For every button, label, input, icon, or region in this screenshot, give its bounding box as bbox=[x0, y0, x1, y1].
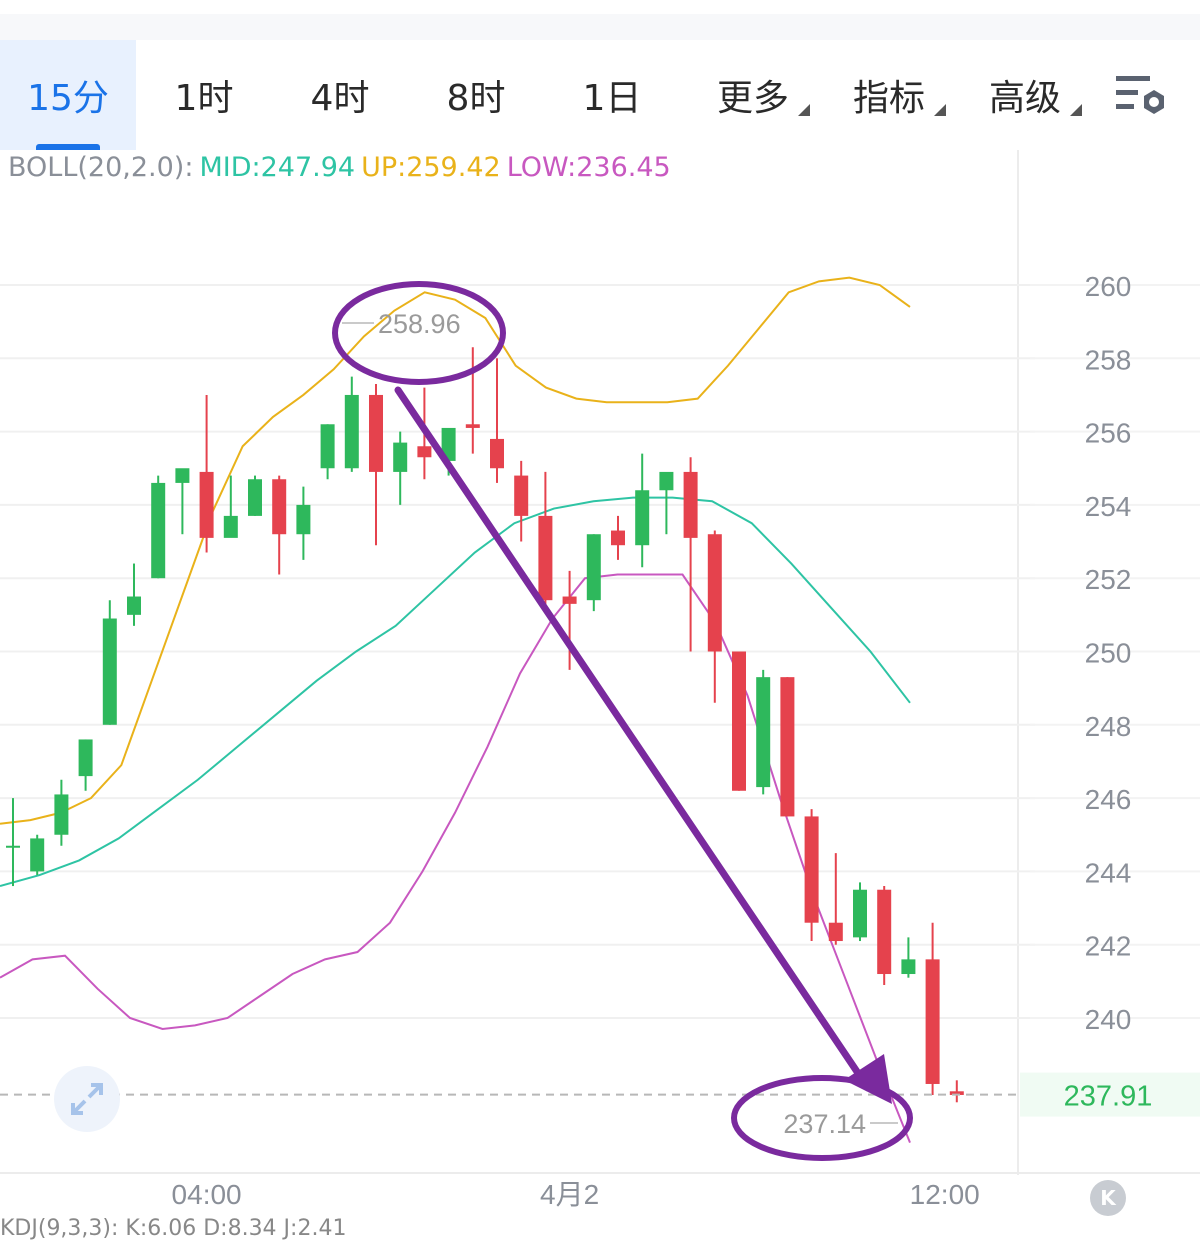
candle-body bbox=[586, 534, 601, 601]
candle-body bbox=[707, 534, 722, 652]
candle-body bbox=[490, 438, 504, 469]
candle-body bbox=[683, 471, 698, 538]
caret-down-icon bbox=[798, 104, 810, 116]
candle-body bbox=[732, 651, 746, 791]
upper-band-line bbox=[0, 276, 911, 825]
candle-body bbox=[393, 442, 408, 472]
caret-down-icon bbox=[1070, 104, 1082, 116]
candle-body bbox=[538, 515, 553, 601]
current-price-label: 237.91 bbox=[1064, 1081, 1153, 1113]
x-tick-label: 12:00 bbox=[910, 1179, 980, 1210]
candle-body bbox=[6, 845, 20, 848]
candle-body bbox=[78, 739, 93, 777]
y-tick-label: 250 bbox=[1085, 638, 1132, 669]
boll-low: LOW:236.45 bbox=[506, 152, 671, 183]
candle-body bbox=[272, 479, 287, 535]
tab-label: 1日 bbox=[582, 78, 642, 119]
candle-body bbox=[877, 889, 892, 975]
y-tick-label: 260 bbox=[1085, 271, 1132, 302]
tab-indicators[interactable]: 指标 bbox=[826, 40, 952, 150]
candle-body bbox=[659, 471, 674, 491]
top-strip bbox=[0, 14, 1200, 40]
boll-up: UP:259.42 bbox=[361, 152, 501, 183]
high-highlight-circle bbox=[332, 281, 506, 385]
candle-body bbox=[780, 677, 795, 817]
candle-body bbox=[54, 794, 69, 835]
y-tick-label: 248 bbox=[1085, 711, 1132, 742]
y-tick-label: 240 bbox=[1085, 1004, 1132, 1035]
tab-label: 1时 bbox=[174, 78, 234, 119]
status-bar bbox=[0, 0, 1200, 14]
candle-body bbox=[175, 468, 190, 483]
high-price-label: 258.96 bbox=[378, 309, 461, 339]
y-tick-label: 252 bbox=[1085, 564, 1132, 595]
candle-body bbox=[611, 530, 625, 546]
chart-settings-icon[interactable] bbox=[1112, 70, 1172, 122]
trend-arrow-line bbox=[394, 386, 872, 1092]
y-tick-label: 244 bbox=[1085, 857, 1132, 888]
tab-4h[interactable]: 4时 bbox=[272, 40, 408, 150]
candle-body bbox=[901, 959, 916, 975]
candle-body bbox=[853, 889, 867, 938]
y-tick-label: 254 bbox=[1085, 491, 1132, 522]
candle-body bbox=[514, 475, 529, 516]
candle-body bbox=[635, 490, 650, 546]
boll-mid: MID:247.94 bbox=[199, 152, 356, 183]
tab-advanced[interactable]: 高级 bbox=[962, 40, 1088, 150]
tab-1h[interactable]: 1时 bbox=[136, 40, 272, 150]
candle-body bbox=[756, 677, 771, 788]
candle-body bbox=[417, 446, 432, 458]
tab-1d[interactable]: 1日 bbox=[544, 40, 680, 150]
lower-band-line bbox=[0, 573, 911, 1143]
candle-body bbox=[949, 1091, 964, 1095]
boll-name: BOLL(20,2.0): bbox=[8, 152, 194, 183]
kdj-readout: KDJ(9,3,3): K:6.06 D:8.34 J:2.41 bbox=[0, 1216, 347, 1241]
tab-more[interactable]: 更多 bbox=[690, 40, 816, 150]
k-logo-icon[interactable]: K bbox=[1090, 1180, 1126, 1216]
y-tick-label: 242 bbox=[1085, 931, 1132, 962]
candle-body bbox=[369, 394, 383, 472]
low-price-label: 237.14 bbox=[783, 1109, 866, 1139]
candle-body bbox=[151, 482, 166, 579]
tab-label: 更多 bbox=[716, 78, 789, 119]
trend-arrow-head bbox=[844, 1054, 892, 1104]
candle-body bbox=[296, 504, 311, 535]
candle-body bbox=[248, 479, 262, 516]
tab-active-indicator bbox=[36, 144, 100, 150]
candle-body bbox=[320, 424, 335, 469]
x-tick-label: 04:00 bbox=[172, 1179, 242, 1210]
low-highlight-circle bbox=[731, 1075, 913, 1161]
y-tick-label: 246 bbox=[1085, 784, 1132, 815]
y-tick-label: 256 bbox=[1085, 418, 1132, 449]
tab-15min[interactable]: 15分 bbox=[0, 40, 136, 150]
tab-label: 指标 bbox=[852, 78, 925, 119]
candle-body bbox=[344, 394, 359, 469]
candle-body bbox=[30, 838, 45, 872]
candle-body bbox=[102, 618, 117, 725]
candle-body bbox=[925, 959, 940, 1084]
tab-label: 8时 bbox=[446, 78, 506, 119]
current-price-tag bbox=[1020, 1072, 1200, 1117]
candle-body bbox=[199, 471, 214, 538]
candle-body bbox=[127, 596, 141, 615]
candlestick-chart[interactable]: 260 258 256 254 252 250 248 246 244 242 240 04:00 4月… bbox=[0, 150, 1200, 1227]
candle-body bbox=[828, 922, 843, 942]
tab-label: 4时 bbox=[310, 78, 370, 119]
timeframe-tabs: 15分 1时 4时 8时 1日 更多 指标 高级 bbox=[0, 40, 1200, 150]
caret-down-icon bbox=[934, 104, 946, 116]
tab-label: 高级 bbox=[988, 78, 1061, 119]
candle-body bbox=[441, 427, 456, 461]
fullscreen-button[interactable] bbox=[54, 1066, 120, 1132]
tab-8h[interactable]: 8时 bbox=[408, 40, 544, 150]
candle-body bbox=[804, 816, 819, 923]
boll-indicator-readout: BOLL(20,2.0): MID:247.94 UP:259.42 LOW:236.… bbox=[8, 152, 677, 183]
candle-body bbox=[465, 424, 480, 428]
middle-band-line bbox=[0, 496, 911, 888]
tab-label: 15分 bbox=[27, 78, 109, 119]
candle-body bbox=[562, 596, 577, 604]
y-tick-label: 258 bbox=[1085, 344, 1132, 375]
candle-body bbox=[223, 515, 238, 538]
expand-icon bbox=[71, 1083, 103, 1115]
x-tick-label: 4月2 bbox=[540, 1179, 599, 1210]
